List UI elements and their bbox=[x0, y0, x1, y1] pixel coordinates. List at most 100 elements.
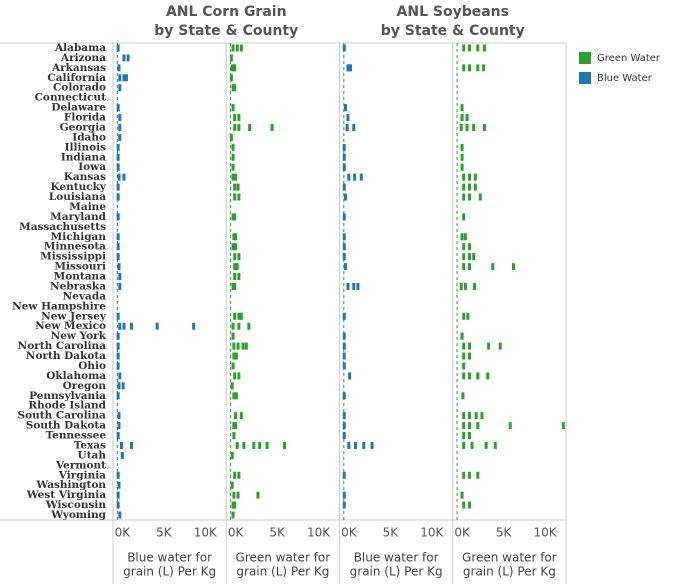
county-mark bbox=[116, 471, 120, 479]
county-mark bbox=[462, 263, 466, 271]
county-mark bbox=[233, 312, 237, 320]
county-mark bbox=[116, 352, 120, 360]
axis-label: Green water for bbox=[462, 551, 557, 565]
county-mark bbox=[231, 44, 235, 52]
legend-swatch bbox=[579, 52, 591, 64]
county-mark bbox=[487, 342, 491, 350]
county-mark bbox=[116, 163, 120, 171]
county-mark bbox=[233, 213, 237, 221]
county-mark bbox=[241, 342, 245, 350]
state-label: North Carolina bbox=[18, 340, 107, 352]
state-label: North Dakota bbox=[26, 350, 106, 362]
county-mark bbox=[237, 123, 241, 131]
county-mark bbox=[474, 412, 478, 420]
axis-label: grain (L) Per Kg bbox=[350, 565, 443, 579]
county-mark bbox=[116, 104, 120, 112]
state-label: Wyoming bbox=[50, 509, 106, 521]
county-mark bbox=[231, 173, 235, 181]
county-mark bbox=[468, 253, 472, 261]
county-mark bbox=[342, 253, 346, 261]
county-mark bbox=[229, 54, 233, 62]
county-mark bbox=[468, 64, 472, 72]
county-mark bbox=[116, 491, 120, 499]
county-mark bbox=[462, 471, 466, 479]
county-mark bbox=[342, 471, 346, 479]
state-label: Rhode Island bbox=[28, 400, 106, 412]
state-label: Kentucky bbox=[51, 181, 107, 193]
county-mark bbox=[231, 282, 235, 290]
x-tick-label: 5K bbox=[156, 526, 173, 540]
state-label: South Dakota bbox=[26, 420, 106, 432]
county-mark bbox=[462, 372, 466, 380]
county-mark bbox=[122, 322, 126, 330]
county-mark bbox=[236, 183, 240, 191]
county-mark bbox=[233, 84, 237, 92]
county-mark bbox=[342, 183, 346, 191]
legend-label: Blue Water bbox=[597, 73, 653, 84]
state-label: Wisconsin bbox=[45, 499, 106, 511]
county-mark bbox=[117, 412, 121, 420]
state-label: Iowa bbox=[78, 161, 106, 173]
county-mark bbox=[234, 352, 238, 360]
state-label: Florida bbox=[64, 112, 106, 124]
group-title: by State & County bbox=[381, 23, 525, 39]
county-mark bbox=[232, 491, 236, 499]
county-mark bbox=[230, 382, 234, 390]
county-mark bbox=[459, 123, 463, 131]
county-mark bbox=[231, 143, 235, 151]
county-mark bbox=[465, 114, 469, 122]
county-mark bbox=[561, 422, 565, 430]
county-mark bbox=[342, 412, 346, 420]
county-mark bbox=[234, 412, 238, 420]
county-mark bbox=[342, 392, 346, 400]
county-mark bbox=[116, 362, 120, 370]
county-mark bbox=[233, 282, 237, 290]
county-mark bbox=[462, 243, 466, 251]
county-mark bbox=[476, 471, 480, 479]
county-mark bbox=[235, 441, 239, 449]
county-mark bbox=[460, 114, 464, 122]
county-mark bbox=[230, 481, 234, 489]
county-mark bbox=[118, 74, 122, 82]
county-mark bbox=[362, 441, 366, 449]
county-mark bbox=[460, 143, 464, 151]
county-mark bbox=[463, 282, 467, 290]
state-label: Arizona bbox=[60, 52, 106, 64]
county-mark bbox=[370, 441, 374, 449]
state-label: Arkansas bbox=[51, 62, 106, 74]
county-mark bbox=[462, 173, 466, 181]
county-mark bbox=[122, 54, 126, 62]
county-mark bbox=[232, 422, 236, 430]
county-mark bbox=[476, 44, 480, 52]
county-mark bbox=[462, 193, 466, 201]
county-mark bbox=[235, 263, 239, 271]
county-mark bbox=[480, 412, 484, 420]
x-tick-label: 0K bbox=[228, 526, 245, 540]
county-mark bbox=[473, 183, 477, 191]
county-mark bbox=[118, 322, 122, 330]
county-mark bbox=[129, 322, 133, 330]
county-mark bbox=[237, 322, 241, 330]
county-mark bbox=[348, 372, 352, 380]
county-mark bbox=[233, 471, 237, 479]
x-tick-label: 5K bbox=[496, 526, 513, 540]
state-label: Alabama bbox=[54, 42, 106, 54]
state-label: Utah bbox=[78, 449, 107, 461]
county-mark bbox=[116, 243, 120, 251]
county-mark bbox=[118, 372, 122, 380]
county-mark bbox=[233, 193, 237, 201]
county-mark bbox=[116, 233, 120, 241]
axis-label: Blue water for bbox=[127, 551, 212, 565]
county-mark bbox=[233, 64, 237, 72]
county-mark bbox=[352, 282, 356, 290]
county-mark bbox=[117, 64, 121, 72]
county-mark bbox=[342, 342, 346, 350]
state-label: West Virginia bbox=[26, 489, 106, 501]
x-tick-label: 5K bbox=[383, 526, 400, 540]
state-label: Louisiana bbox=[49, 191, 106, 203]
county-mark bbox=[343, 193, 347, 201]
state-label: Vermont bbox=[55, 459, 106, 471]
county-mark bbox=[460, 233, 464, 241]
county-mark bbox=[343, 104, 347, 112]
county-mark bbox=[345, 123, 349, 131]
